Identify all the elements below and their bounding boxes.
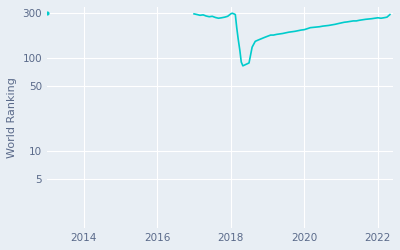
Y-axis label: World Ranking: World Ranking xyxy=(7,77,17,158)
